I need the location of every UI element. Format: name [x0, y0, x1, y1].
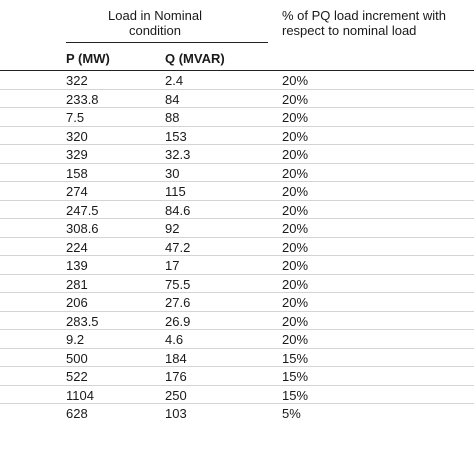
table-row: 233.8 84 20% [0, 90, 474, 108]
table-row: 9.2 4.6 20% [0, 330, 474, 349]
table-row: 1104 250 15% [0, 386, 474, 404]
pct-value: 20% [282, 91, 309, 107]
p-value: 522 [66, 369, 88, 384]
table-row: 139 17 20% [0, 256, 474, 275]
pct-value: 20% [282, 258, 309, 273]
p-value: 9.2 [66, 332, 85, 347]
table-row: 500 184 15% [0, 349, 474, 367]
q-value: 153 [165, 128, 187, 144]
pct-value: 20% [282, 165, 309, 181]
pct-value: 20% [282, 295, 309, 310]
q-value: 32.3 [165, 147, 191, 162]
pct-value: 15% [282, 369, 309, 384]
q-value: 88 [165, 110, 180, 125]
q-value: 2.4 [165, 73, 184, 88]
p-value: 320 [66, 128, 88, 144]
table-row: 283.5 26.9 20% [0, 312, 474, 330]
q-value: 17 [165, 258, 180, 273]
q-value: 84 [165, 91, 180, 107]
p-value: 224 [66, 239, 88, 255]
p-value: 283.5 [66, 313, 99, 329]
q-value: 75.5 [165, 276, 191, 292]
q-value: 4.6 [165, 332, 184, 347]
pct-value: 20% [282, 332, 309, 347]
table-row: 274 115 20% [0, 182, 474, 201]
table-row: 522 176 15% [0, 367, 474, 386]
pct-value: 20% [282, 313, 309, 329]
q-value: 103 [165, 406, 187, 421]
q-value: 176 [165, 369, 187, 384]
table-row: 206 27.6 20% [0, 293, 474, 312]
bus-column-header: us [0, 8, 60, 23]
table-row: 320 153 20% [0, 127, 474, 145]
table-row: 7.5 88 20% [0, 108, 474, 127]
q-value: 27.6 [165, 295, 191, 310]
p-value: 500 [66, 350, 88, 366]
p-value: 206 [66, 295, 88, 310]
header-divider [0, 70, 474, 71]
pct-value: 15% [282, 387, 309, 403]
q-mvar-header: Q (MVAR) [165, 51, 225, 66]
p-value: 1104 [66, 387, 94, 403]
table-row: 158 30 20% [0, 164, 474, 182]
q-value: 30 [165, 165, 180, 181]
q-value: 47.2 [165, 239, 191, 255]
pct-value: 20% [282, 276, 309, 292]
table-row: 329 32.3 20% [0, 145, 474, 164]
p-value: 139 [66, 258, 88, 273]
table-row: 308.6 92 20% [0, 219, 474, 238]
load-header-line2: condition [128, 23, 182, 38]
p-value: 158 [66, 165, 88, 181]
q-value: 184 [165, 350, 187, 366]
p-mw-header: P (MW) [66, 51, 110, 66]
pct-value: 15% [282, 350, 309, 366]
load-header-line1: Load in Nominal [108, 8, 202, 23]
table-row: 247.5 84.6 20% [0, 201, 474, 219]
pct-value: 20% [282, 239, 309, 255]
pct-value: 20% [282, 110, 309, 125]
pct-value: 20% [282, 128, 309, 144]
pct-header-line2: respect to nominal load [282, 23, 417, 38]
pct-value: 20% [282, 73, 309, 88]
pq-increment-header: % of PQ load increment with respect to n… [282, 8, 474, 38]
p-value: 233.8 [66, 91, 99, 107]
pct-value: 20% [282, 147, 309, 162]
table-body: 322 2.4 20% 233.8 84 20% 7.5 88 20% 320 153 20% 329 3… [0, 71, 474, 423]
p-value: 7.5 [66, 110, 85, 125]
p-value: 281 [66, 276, 88, 292]
table-row: 224 47.2 20% [0, 238, 474, 256]
pct-value: 20% [282, 221, 309, 236]
q-value: 115 [165, 184, 186, 199]
p-value: 329 [66, 147, 88, 162]
q-value: 84.6 [165, 202, 191, 218]
q-value: 92 [165, 221, 180, 236]
p-value: 308.6 [66, 221, 99, 236]
load-header-divider [66, 42, 268, 43]
p-value: 322 [66, 73, 88, 88]
p-value: 628 [66, 406, 88, 421]
pct-value: 5% [282, 406, 301, 421]
p-value: 274 [66, 184, 88, 199]
load-nominal-header: Load in Nominal condition [60, 8, 250, 38]
table-row: 281 75.5 20% [0, 275, 474, 293]
q-value: 26.9 [165, 313, 191, 329]
table-row: 322 2.4 20% [0, 71, 474, 90]
table-row: 628 103 5% [0, 404, 474, 423]
p-value: 247.5 [66, 202, 99, 218]
q-value: 250 [165, 387, 187, 403]
pct-header-line1: % of PQ load increment with [282, 8, 447, 23]
pct-value: 20% [282, 184, 309, 199]
pct-value: 20% [282, 202, 309, 218]
